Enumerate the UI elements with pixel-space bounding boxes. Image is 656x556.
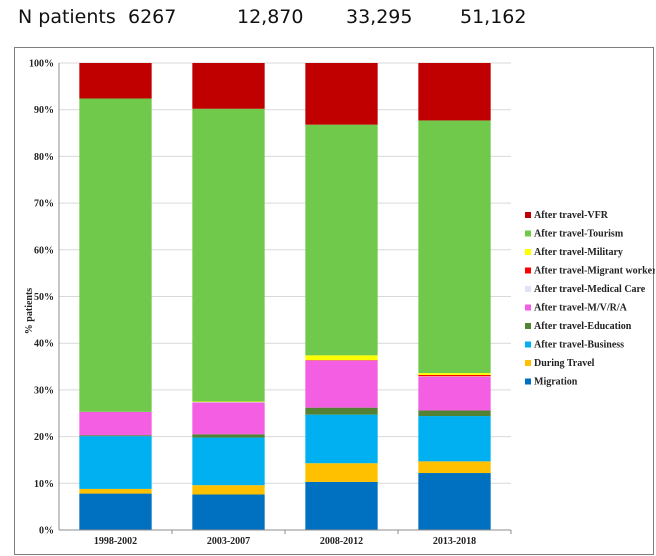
- legend-label: After travel-Migrant worker: [534, 266, 655, 277]
- y-tick-label: 80%: [34, 152, 54, 163]
- bar-segment: [305, 407, 378, 415]
- bar-segment: [305, 414, 378, 464]
- x-tick-label: 1998-2002: [94, 536, 137, 547]
- legend-swatch: [525, 286, 531, 292]
- legend-label: Migration: [534, 377, 578, 388]
- legend-swatch: [525, 360, 531, 366]
- legend-label: After travel-Medical Care: [534, 284, 646, 295]
- bar-segment: [418, 374, 491, 377]
- legend-swatch: [525, 249, 531, 255]
- legend-label: After travel-Tourism: [534, 229, 624, 240]
- legend-label: After travel-VFR: [534, 210, 609, 221]
- y-tick-label: 100%: [29, 59, 54, 70]
- bar-segment: [305, 124, 378, 356]
- bar-segment: [192, 402, 265, 435]
- bar-segment: [418, 410, 491, 417]
- bar-segment: [79, 98, 152, 412]
- legend-swatch: [525, 212, 531, 218]
- bar-segment: [305, 355, 378, 361]
- legend-label: After travel-M/V/R/A: [534, 303, 628, 314]
- y-tick-label: 10%: [34, 479, 54, 490]
- legend-swatch: [525, 323, 531, 329]
- bar-segment: [305, 63, 378, 125]
- stacked-bar-chart: 0% 10% 20% 30% 40% 50% 60% 70% 80% 90% 100% 1998-20…: [24, 59, 655, 548]
- legend-swatch: [525, 267, 531, 274]
- patients-count-2008-2012: 33,295: [346, 6, 413, 28]
- legend-label: During Travel: [534, 358, 595, 369]
- legend-label: After travel-Business: [534, 340, 624, 351]
- bar-segment: [418, 416, 491, 462]
- y-tick-label: 40%: [34, 339, 54, 350]
- bar-segment: [79, 411, 152, 436]
- bar-segment: [305, 360, 378, 408]
- legend-label: After travel-Military: [534, 247, 623, 258]
- legend-swatch: [525, 304, 531, 311]
- y-tick-label: 90%: [34, 105, 54, 116]
- legend-swatch: [525, 230, 531, 237]
- patients-count-label: N patients: [18, 6, 116, 28]
- bar-segment: [418, 376, 491, 411]
- legend: After travel-VFR After travel-Tourism Afte…: [525, 210, 655, 388]
- patients-count-2003-2007: 12,870: [237, 6, 304, 28]
- bar-segment: [192, 434, 265, 438]
- bars: [79, 63, 491, 530]
- y-tick-label: 70%: [34, 199, 54, 210]
- patients-count-row: N patients 6267 12,870 33,295 51,162: [0, 0, 656, 34]
- bar-segment: [418, 461, 491, 474]
- patients-count-1998-2002: 6267: [128, 6, 177, 28]
- bar-segment: [79, 63, 152, 99]
- bar-segment: [192, 63, 265, 109]
- y-tick-label: 50%: [34, 292, 54, 303]
- bar-segment: [418, 63, 491, 121]
- legend-swatch: [525, 378, 531, 385]
- y-axis-label: % patients: [24, 288, 35, 335]
- y-tick-label: 60%: [34, 245, 54, 256]
- x-tick-label: 2008-2012: [320, 536, 363, 547]
- bar-segment: [79, 436, 152, 489]
- bar-segment: [192, 485, 265, 495]
- bar-segment: [192, 494, 265, 530]
- x-tick-label: 2013-2018: [433, 536, 476, 547]
- bar-segment: [305, 463, 378, 482]
- bar-segment: [418, 120, 491, 374]
- legend-label: After travel-Education: [534, 321, 632, 332]
- y-tick-label: 0%: [39, 526, 54, 537]
- bar-segment: [418, 473, 491, 530]
- axes: 0% 10% 20% 30% 40% 50% 60% 70% 80% 90% 100% 1998-20…: [29, 59, 512, 547]
- bar-segment: [79, 488, 152, 494]
- bar-segment: [192, 108, 265, 402]
- bar-segment: [192, 437, 265, 486]
- bar-segment: [79, 435, 152, 437]
- patients-count-2013-2018: 51,162: [460, 6, 527, 28]
- bar-segment: [79, 493, 152, 530]
- bar-segment: [305, 481, 378, 530]
- x-tick-label: 2003-2007: [207, 536, 250, 547]
- chart-frame: 0% 10% 20% 30% 40% 50% 60% 70% 80% 90% 100% 1998-20…: [14, 47, 655, 555]
- bar-segment: [418, 373, 491, 375]
- y-tick-label: 20%: [34, 432, 54, 443]
- y-tick-label: 30%: [34, 385, 54, 396]
- legend-swatch: [525, 341, 531, 348]
